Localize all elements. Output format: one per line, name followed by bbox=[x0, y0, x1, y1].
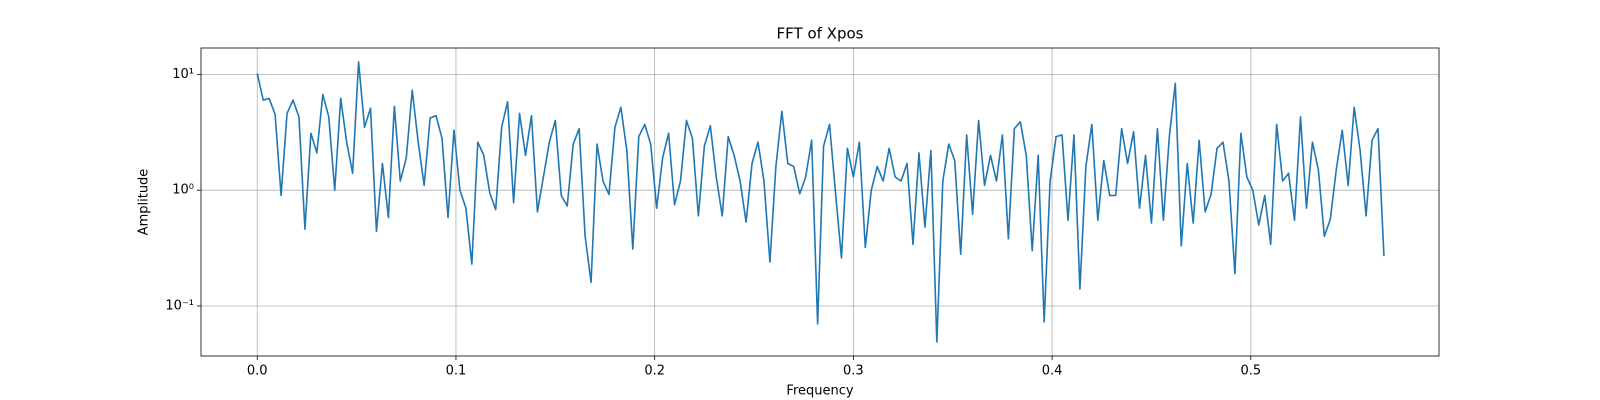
y-axis-label: Amplitude bbox=[137, 169, 152, 236]
x-tick-label: 0.2 bbox=[644, 364, 665, 379]
chart-title: FFT of Xpos bbox=[777, 25, 864, 43]
x-tick-label: 0.3 bbox=[843, 364, 864, 379]
x-axis-label: Frequency bbox=[786, 384, 853, 399]
x-tick-label: 0.4 bbox=[1042, 364, 1063, 379]
x-tick-label: 0.0 bbox=[247, 364, 268, 379]
y-tick-label: 10⁻¹ bbox=[165, 298, 194, 313]
y-tick-label: 10¹ bbox=[172, 67, 194, 82]
x-tick-label: 0.5 bbox=[1240, 364, 1261, 379]
data-line bbox=[256, 61, 1385, 343]
y-tick-label: 10⁰ bbox=[172, 183, 194, 198]
plot-frame bbox=[200, 47, 1440, 357]
x-tick-label: 0.1 bbox=[446, 364, 467, 379]
